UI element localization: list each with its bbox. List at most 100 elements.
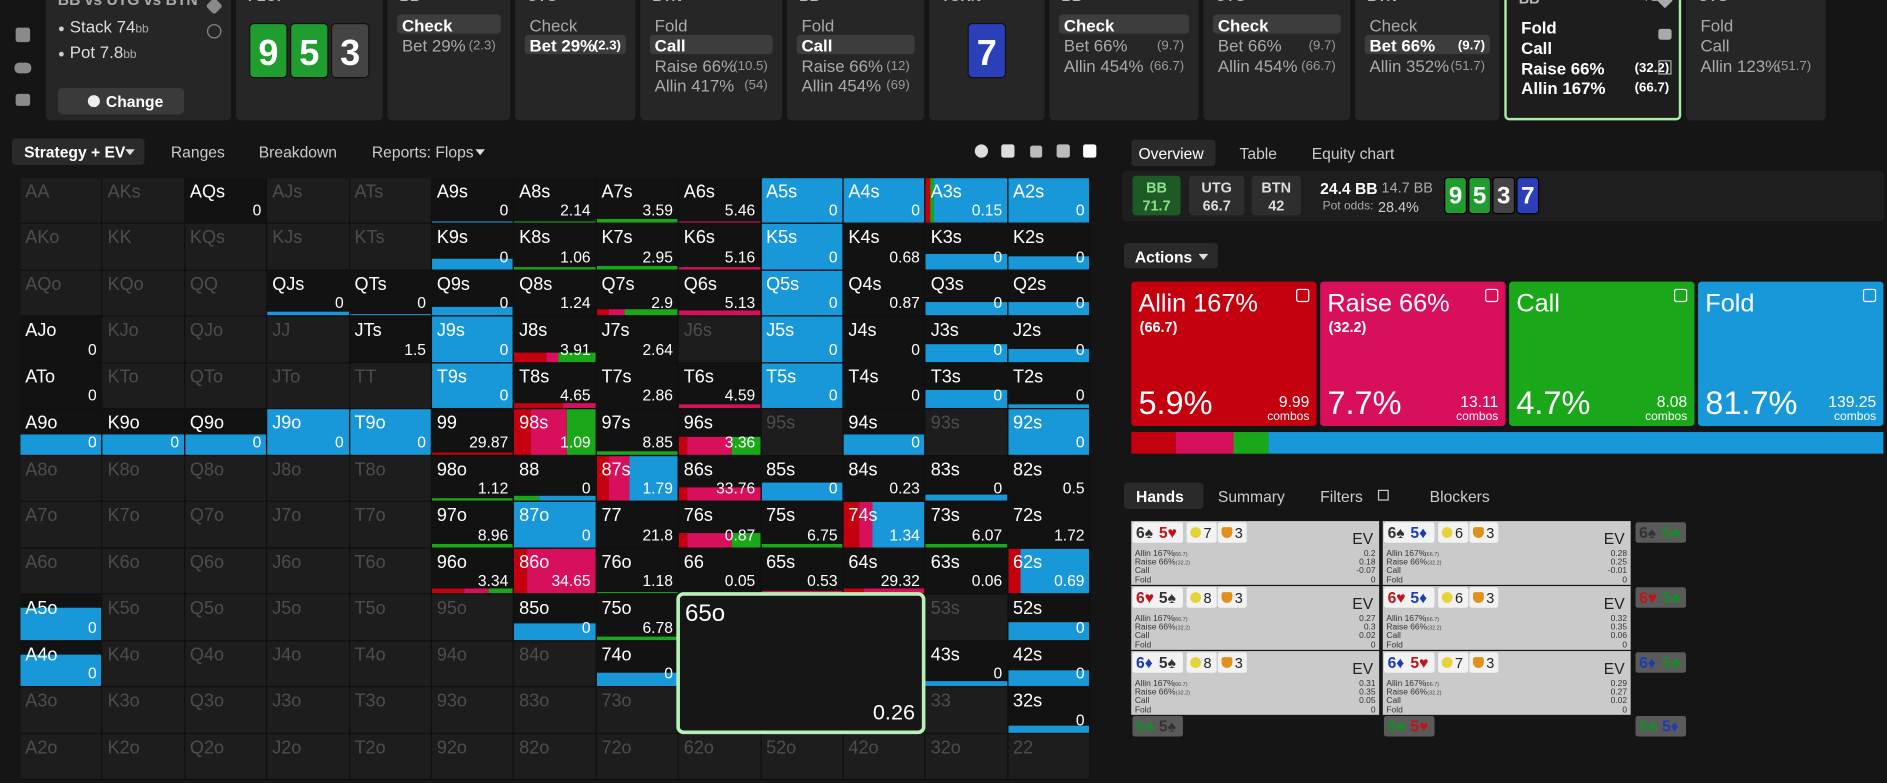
- action-option[interactable]: Check: [1059, 14, 1189, 35]
- hand-cell[interactable]: A7s 3.59: [596, 178, 678, 224]
- combo-card[interactable]: 6♥ 5♦ 6 3 EV Allin 167% (66.7) 0.32 Raise 66% (32…: [1382, 586, 1631, 650]
- hand-cell[interactable]: Q9s 0: [432, 270, 514, 316]
- action-option[interactable]: Allin 123% (51.7): [1696, 55, 1816, 75]
- combo-card[interactable]: 6♠ 5♦ 6 3 EV Allin 167% (66.7) 0.28 Raise 66% (32…: [1382, 521, 1631, 585]
- hand-cell[interactable]: Q8s 1.24: [514, 270, 596, 316]
- strategy-tab[interactable]: Strategy + EV: [12, 138, 145, 165]
- hand-cell[interactable]: T3o: [349, 687, 431, 733]
- hand-cell[interactable]: 72o: [596, 733, 678, 779]
- hand-cell[interactable]: 93o: [432, 687, 514, 733]
- hand-cell[interactable]: A6o: [20, 548, 102, 594]
- action-option[interactable]: Bet 66% (9.7): [1059, 35, 1189, 55]
- hand-cell[interactable]: JTo: [267, 363, 349, 409]
- action-option[interactable]: Allin 454% (69): [797, 75, 915, 95]
- strategy-tab[interactable]: Ranges: [159, 138, 234, 164]
- view-icon[interactable]: [1001, 144, 1015, 158]
- hand-cell[interactable]: AJo 0: [20, 316, 102, 363]
- action-card[interactable]: Raise 66% (32.2) 7.7% 13.11 combos: [1320, 281, 1506, 427]
- hand-cell[interactable]: 74s 1.34: [843, 502, 925, 548]
- hand-cell[interactable]: 72s 1.72: [1008, 502, 1090, 548]
- combo-card[interactable]: 6♥ 5♠ 8 3 EV Allin 167% (66.7) 0.27 Raise 66% (32…: [1131, 586, 1380, 650]
- action-option[interactable]: Call: [1516, 37, 1674, 57]
- hand-cell[interactable]: 73s 6.07: [925, 502, 1008, 548]
- hand-cell[interactable]: Q3s 0: [925, 270, 1008, 316]
- hand-cell[interactable]: Q5o: [185, 594, 267, 640]
- hand-cell[interactable]: AQo: [20, 270, 102, 316]
- hand-cell[interactable]: T2o: [349, 733, 431, 779]
- hand-cell[interactable]: T2s 0: [1008, 363, 1090, 409]
- action-option[interactable]: Allin 352% (51.7): [1365, 55, 1490, 75]
- hand-cell[interactable]: K5o: [102, 594, 184, 640]
- hand-cell[interactable]: T7s 2.86: [596, 363, 678, 409]
- hand-cell[interactable]: J2s 0: [1008, 316, 1090, 363]
- compare-icon[interactable]: [1658, 60, 1672, 75]
- hand-cell[interactable]: J3s 0: [925, 316, 1008, 363]
- action-option[interactable]: Bet 29% (2.3): [397, 35, 500, 55]
- hand-cell[interactable]: QTo: [185, 363, 267, 409]
- hand-cell[interactable]: KTs: [349, 224, 431, 270]
- hand-cell[interactable]: 93s: [925, 409, 1008, 455]
- hand-cell[interactable]: J8s 3.91: [514, 316, 596, 363]
- strategy-tab[interactable]: Reports: Flops: [360, 138, 492, 164]
- hand-cell[interactable]: AQs 0: [185, 178, 267, 224]
- hand-cell[interactable]: Q2o: [185, 733, 267, 779]
- hand-cell[interactable]: 75o 6.78: [596, 594, 678, 640]
- hand-cell[interactable]: 84o: [514, 640, 596, 687]
- action-option[interactable]: Fold: [1516, 17, 1674, 37]
- hand-cell[interactable]: K9o 0: [102, 409, 184, 455]
- lock-icon[interactable]: [1658, 28, 1672, 40]
- hand-cell[interactable]: T4s 0: [843, 363, 925, 409]
- action-option[interactable]: Allin 417% (54): [650, 75, 773, 95]
- hand-cell[interactable]: K7o: [102, 502, 184, 548]
- hand-cell[interactable]: QQ: [185, 270, 267, 316]
- hand-cell[interactable]: 82o: [514, 733, 596, 779]
- hand-cell[interactable]: 82s 0.5: [1008, 455, 1090, 501]
- hand-cell[interactable]: 95o: [432, 594, 514, 640]
- hand-cell[interactable]: T9o 0: [349, 409, 431, 455]
- hand-cell[interactable]: 76o 1.18: [596, 548, 678, 594]
- hand-cell[interactable]: J9s 0: [432, 316, 514, 363]
- hand-cell[interactable]: 87s 1.79: [596, 455, 678, 501]
- hand-cell[interactable]: A5s 0: [761, 178, 843, 224]
- hand-cell[interactable]: ATs: [349, 178, 431, 224]
- hand-cell[interactable]: 63s 0.06: [925, 548, 1008, 594]
- hand-cell[interactable]: 94s 0: [843, 409, 925, 455]
- hand-cell[interactable]: J9o 0: [267, 409, 349, 455]
- action-card[interactable]: Fold 81.7% 139.25 combos: [1698, 281, 1884, 427]
- hand-cell[interactable]: T3s 0: [925, 363, 1008, 409]
- hand-cell[interactable]: Q5s 0: [761, 270, 843, 316]
- hand-cell[interactable]: Q6o: [185, 548, 267, 594]
- hand-cell[interactable]: A5o 0: [20, 594, 102, 640]
- action-option[interactable]: Bet 66% (9.7): [1213, 35, 1341, 55]
- actions-dropdown[interactable]: Actions: [1124, 243, 1218, 269]
- action-card[interactable]: Allin 167% (66.7) 5.9% 9.99 combos: [1131, 281, 1317, 427]
- hand-cell[interactable]: 98s 1.09: [514, 409, 596, 455]
- hand-cell[interactable]: A9o 0: [20, 409, 102, 455]
- hand-cell[interactable]: 53s: [925, 594, 1008, 640]
- hand-cell[interactable]: Q7s 2.9: [596, 270, 678, 316]
- combo-card[interactable]: 6♠ 5♥ 7 3 EV Allin 167% (66.7) 0.2 Raise 66% (32.…: [1131, 521, 1380, 585]
- action-option[interactable]: Call: [649, 34, 773, 55]
- hand-cell[interactable]: A4s 0: [843, 178, 925, 224]
- hand-cell[interactable]: J7o: [267, 502, 349, 548]
- hand-cell[interactable]: T6o: [349, 548, 431, 594]
- action-option[interactable]: Bet 66% (9.7): [1364, 34, 1490, 55]
- hand-cell[interactable]: Q6s 5.13: [678, 270, 761, 316]
- info-icon[interactable]: [206, 24, 222, 39]
- hand-cell[interactable]: QJs 0: [267, 270, 349, 316]
- hand-cell[interactable]: 77 21.8: [596, 502, 678, 548]
- overview-tab[interactable]: Equity chart: [1300, 140, 1420, 166]
- hand-cell[interactable]: KQs: [185, 224, 267, 270]
- hand-cell[interactable]: KK: [102, 224, 184, 270]
- hand-cell[interactable]: 52o: [761, 733, 843, 779]
- hand-cell[interactable]: K2o: [102, 733, 184, 779]
- action-option[interactable]: Check: [1213, 14, 1341, 35]
- hand-cell[interactable]: 96o 3.34: [432, 548, 514, 594]
- edit-icon[interactable]: [205, 0, 223, 15]
- hand-cell[interactable]: T6s 4.59: [678, 363, 761, 409]
- history-column[interactable]: TURN 14.7 7: [929, 0, 1045, 121]
- hand-cell[interactable]: 62s 0.69: [1008, 548, 1090, 594]
- hand-cell[interactable]: Q9o 0: [185, 409, 267, 455]
